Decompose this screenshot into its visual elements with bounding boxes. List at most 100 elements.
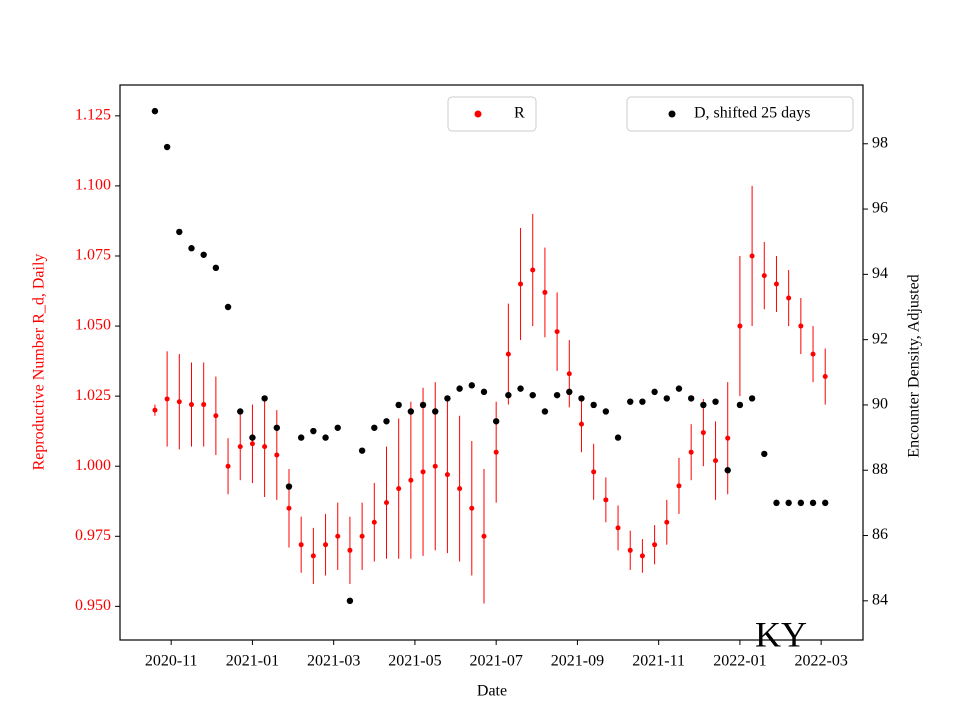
y2-tick-label: 84 [872,591,888,608]
point [249,441,255,447]
point [481,533,487,539]
point [213,413,219,419]
point [530,267,536,273]
point [457,486,463,492]
point [517,385,524,392]
point [602,408,610,415]
point [274,452,280,458]
x-tick-label: 2021-11 [632,653,685,670]
point [261,395,268,402]
annotation: KY [755,614,807,654]
y2-tick-label: 94 [872,265,888,282]
point [359,533,365,539]
point [591,469,597,475]
point [749,253,755,259]
point [152,407,158,413]
y2-tick-label: 88 [872,461,888,478]
point [310,553,316,559]
point [273,424,281,431]
point [310,427,317,435]
point [383,500,389,506]
point [225,463,231,469]
point [237,408,244,415]
point [687,395,695,402]
point [724,467,731,474]
point [163,143,171,151]
point [419,401,427,409]
point [456,385,463,392]
point [201,402,207,408]
point [297,434,305,441]
point [176,228,183,236]
point [639,553,645,559]
y2-tick-label: 96 [872,200,888,217]
point [358,447,366,454]
legend-marker [474,110,482,118]
point [444,472,450,478]
point [773,281,779,287]
point [578,421,584,427]
point [664,519,670,525]
point [518,281,524,287]
y-tick-label: 1.000 [75,457,111,474]
point [651,388,658,396]
legend-marker [668,110,676,118]
point [529,391,536,399]
y-tick-label: 0.950 [75,597,111,614]
y-tick-label: 1.050 [75,317,111,334]
point [725,435,731,441]
point [383,418,390,425]
point [396,486,402,492]
point [614,434,622,441]
point [736,401,744,409]
legend-d [626,96,854,132]
point [468,382,475,389]
point [797,499,805,507]
legend-box [447,96,537,132]
point [188,402,194,408]
point [407,408,415,415]
point [810,351,816,357]
point [505,351,511,357]
point [737,323,743,329]
point [334,424,341,431]
x-tick-label: 2022-01 [713,653,766,670]
point [212,264,220,272]
y2-tick-label: 90 [872,396,888,413]
point [554,329,560,335]
point [822,374,828,380]
point [262,444,268,450]
point [663,395,670,402]
point [627,398,634,405]
x-tick-label: 2022-03 [794,653,847,670]
x-tick-label: 2021-01 [226,653,279,670]
point [566,388,573,396]
y-tick-label: 0.975 [75,527,111,544]
point [542,289,548,295]
plot-frame [119,84,864,641]
legend-r [447,96,537,132]
point [432,463,438,469]
point [444,395,451,402]
point [505,391,512,399]
point [553,391,561,399]
y-tick-label: 1.025 [75,387,111,404]
point [200,251,207,258]
y2-tick-label: 98 [872,134,888,151]
point [652,542,658,548]
point [786,295,792,301]
x-tick-label: 2021-09 [551,653,604,670]
point [323,542,329,548]
x-axis-label: Date [477,683,507,700]
y2-tick-label: 86 [872,526,888,543]
point [712,398,719,405]
point [371,519,377,525]
y-tick-label: 1.100 [75,177,111,194]
y-axis-label: Reproductive Number R_d, Daily [31,254,48,471]
point [676,483,682,489]
point [322,434,329,441]
point [688,449,694,455]
point [675,385,683,392]
x-tick-label: 2021-05 [388,653,441,670]
